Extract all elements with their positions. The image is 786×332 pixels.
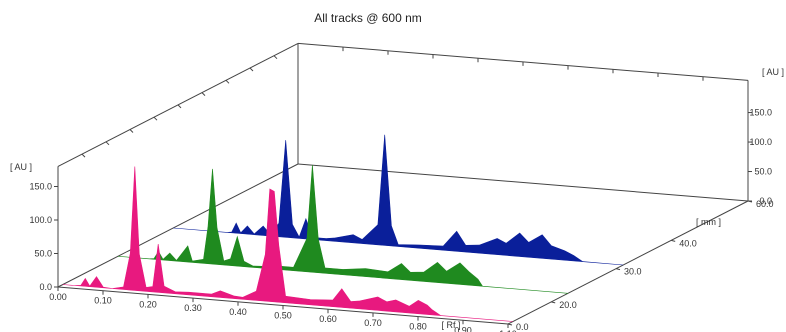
back-base-edge bbox=[297, 163, 749, 202]
depth-axis-unit: [ mm ] bbox=[696, 217, 721, 227]
depth-tick-mark bbox=[747, 200, 753, 203]
tick-labels: 0.00 0.10 0.20 0.30 0.40 0.50 0.60 0.70 0.80 0.90… bbox=[29, 108, 773, 332]
x-tick-label: 0.30 bbox=[184, 303, 202, 313]
depth-axis-line bbox=[507, 200, 749, 325]
edge-tick bbox=[177, 104, 182, 109]
x-tick-label: 0.20 bbox=[139, 299, 157, 309]
y-right-tick-label: 0.0 bbox=[759, 196, 772, 206]
x-tick-label: 1.10 bbox=[499, 329, 517, 332]
depth-tick-label: 0.0 bbox=[516, 322, 529, 332]
depth-tick-mark bbox=[507, 323, 513, 326]
top-left-edge bbox=[57, 42, 299, 167]
x-tick-label: 0.40 bbox=[229, 307, 247, 317]
y-right-tick-label: 50.0 bbox=[754, 167, 772, 177]
axes-frame bbox=[57, 42, 749, 325]
y-left-tick-label: 50.0 bbox=[34, 249, 52, 259]
depth-tick-label: 20.0 bbox=[559, 300, 577, 310]
x-tick-label: 0.00 bbox=[49, 292, 67, 302]
depth-tick-mark bbox=[615, 268, 621, 271]
depth-tick-label: 40.0 bbox=[679, 238, 697, 248]
depth-tick-mark bbox=[551, 301, 556, 304]
y-right-tick-label: 100.0 bbox=[749, 137, 772, 147]
depth-tick-label: 60.0 bbox=[756, 199, 774, 209]
series-trace-2 bbox=[173, 134, 624, 266]
y-right-tick-label: 150.0 bbox=[749, 108, 772, 118]
chart-title: All tracks @ 600 nm bbox=[314, 11, 422, 25]
edge-tick bbox=[249, 67, 254, 72]
edge-tick bbox=[153, 116, 158, 121]
y-axis-left-unit: [ AU ] bbox=[10, 162, 32, 172]
edge-tick bbox=[81, 153, 86, 158]
edge-tick bbox=[273, 55, 278, 60]
x-tick-label: 0.60 bbox=[319, 314, 337, 324]
x-tick-label: 0.80 bbox=[409, 322, 427, 332]
y-left-tick-label: 100.0 bbox=[29, 215, 52, 225]
edge-tick bbox=[201, 92, 206, 96]
depth-tick-mark bbox=[671, 239, 676, 242]
edge-tick bbox=[105, 141, 110, 146]
x-tick-label: 0.10 bbox=[94, 296, 112, 306]
x-tick-label: 0.90 bbox=[454, 325, 472, 332]
series-trace-0 bbox=[62, 166, 513, 322]
y-axis-right-unit: [ AU ] bbox=[762, 67, 784, 77]
x-tick-label: 0.50 bbox=[274, 311, 292, 321]
y-left-tick-label: 0.0 bbox=[39, 282, 52, 292]
y-left-tick-label: 150.0 bbox=[29, 182, 52, 192]
x-axis-unit: [ Rf ] bbox=[441, 320, 460, 330]
floor-left-edge bbox=[57, 163, 299, 288]
edge-tick bbox=[225, 79, 230, 84]
series-group bbox=[62, 134, 624, 322]
edge-tick bbox=[129, 129, 134, 133]
x-tick-label: 0.70 bbox=[364, 318, 382, 328]
depth-tick-label: 30.0 bbox=[624, 267, 642, 277]
